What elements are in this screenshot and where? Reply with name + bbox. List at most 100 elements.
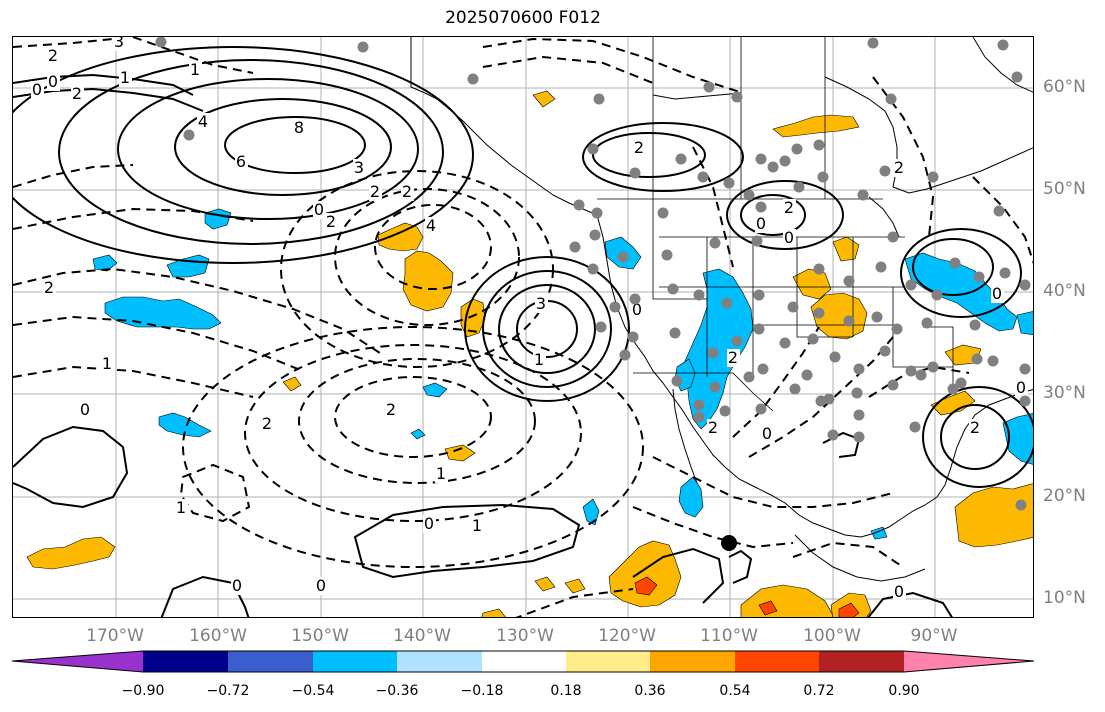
station-dot	[887, 231, 899, 243]
station-dot	[949, 257, 961, 269]
neg-anomaly-region	[166, 254, 210, 278]
station-dot	[867, 37, 879, 49]
station-dot	[595, 321, 607, 333]
station-dot	[767, 161, 779, 173]
station-dot	[905, 279, 917, 291]
station-dot	[969, 319, 981, 331]
station-dot	[587, 263, 599, 275]
station-dot	[751, 235, 763, 247]
longitude-label: 120°W	[598, 626, 656, 646]
pos-anomaly-region	[832, 236, 860, 262]
contour-label: 0	[424, 514, 434, 533]
colorbar-segment	[228, 651, 313, 672]
latitude-label: 10°N	[1043, 588, 1086, 608]
colorbar-tick-label: −0.54	[291, 683, 335, 699]
station-dot	[857, 189, 869, 201]
station-dot	[801, 369, 813, 381]
pos-anomaly-region	[481, 608, 506, 617]
station-dot	[779, 337, 791, 349]
contour-label: 1	[472, 516, 482, 535]
contour-label: 2	[326, 212, 336, 231]
solid-contours	[13, 46, 1033, 617]
station-dot	[731, 335, 743, 347]
station-dot	[591, 207, 603, 219]
pos-anomaly-region	[772, 114, 860, 138]
pos-anomaly-region	[634, 576, 658, 596]
station-dot	[871, 311, 883, 323]
pos-anomaly-region	[954, 483, 1033, 548]
pos-anomaly-region	[444, 444, 476, 462]
latitude-label: 20°N	[1043, 486, 1086, 506]
colorbar	[11, 650, 1035, 673]
neg-anomaly-region	[422, 382, 448, 398]
station-dot	[915, 369, 927, 381]
station-dot	[1019, 363, 1031, 375]
station-dot	[827, 429, 839, 441]
station-dot	[703, 81, 715, 93]
station-dot	[731, 91, 743, 103]
neg-anomaly-region	[678, 476, 704, 518]
observation-stations	[155, 37, 1031, 511]
colorbar-segment	[482, 651, 566, 672]
colorbar-segment	[313, 651, 397, 672]
station-dot	[813, 263, 825, 275]
latitude-label: 50°N	[1043, 179, 1086, 199]
contour-label: 0	[784, 228, 794, 247]
station-dot	[815, 395, 827, 407]
contour-label: 2	[708, 418, 718, 437]
station-dot	[721, 297, 733, 309]
colorbar-tick-label: −0.36	[375, 683, 419, 699]
station-dot	[997, 39, 1009, 51]
station-dot	[973, 271, 985, 283]
contour-label: 4	[198, 112, 208, 131]
pos-anomaly-region	[460, 298, 486, 338]
station-dot	[891, 323, 903, 335]
colorbar-tick-label: 0.72	[803, 683, 835, 699]
station-dot	[723, 177, 735, 189]
station-dot	[879, 165, 891, 177]
pos-anomaly-region	[792, 268, 832, 300]
station-dot	[971, 353, 983, 365]
station-dot	[793, 181, 805, 193]
station-dot	[853, 431, 865, 443]
longitude-label: 160°W	[189, 626, 247, 646]
pos-anomaly-region	[758, 600, 778, 616]
colorbar-segment	[819, 651, 904, 672]
station-dot	[709, 237, 721, 249]
station-dot	[921, 317, 933, 329]
contour-label: 3	[536, 294, 546, 313]
station-dot	[789, 383, 801, 395]
station-dot	[1011, 71, 1023, 83]
contour-label: 0	[632, 300, 642, 319]
pos-anomaly-region	[608, 540, 682, 608]
station-dot	[743, 189, 755, 201]
station-dot	[719, 405, 731, 417]
station-dot	[609, 301, 621, 313]
station-dot	[593, 93, 605, 105]
station-dot	[357, 41, 369, 53]
page-title: 2025070600 F012	[445, 8, 601, 28]
contour-label: 2	[44, 278, 54, 297]
dashed-contours	[13, 37, 1033, 617]
station-dot	[807, 333, 819, 345]
station-dot	[755, 153, 767, 165]
latitude-label: 30°N	[1043, 383, 1086, 403]
station-dot	[829, 351, 841, 363]
pos-anomaly-region	[282, 376, 302, 392]
contour-label: 2	[402, 182, 412, 201]
contour-label: 1	[120, 68, 130, 87]
neg-anomaly-region	[104, 296, 222, 330]
station-dot	[617, 251, 629, 263]
colorbar-segment	[143, 651, 228, 672]
neg-anomaly-region	[1016, 311, 1033, 336]
neg-anomaly-region	[410, 428, 426, 440]
contour-label: 0	[80, 400, 90, 419]
station-dot	[753, 323, 765, 335]
station-dot	[817, 171, 829, 183]
station-dot	[813, 139, 825, 151]
contour-label: 0	[992, 284, 1002, 303]
colorbar-segment	[12, 651, 143, 672]
contour-label: 0	[232, 576, 242, 595]
contour-label: 2	[970, 418, 980, 437]
